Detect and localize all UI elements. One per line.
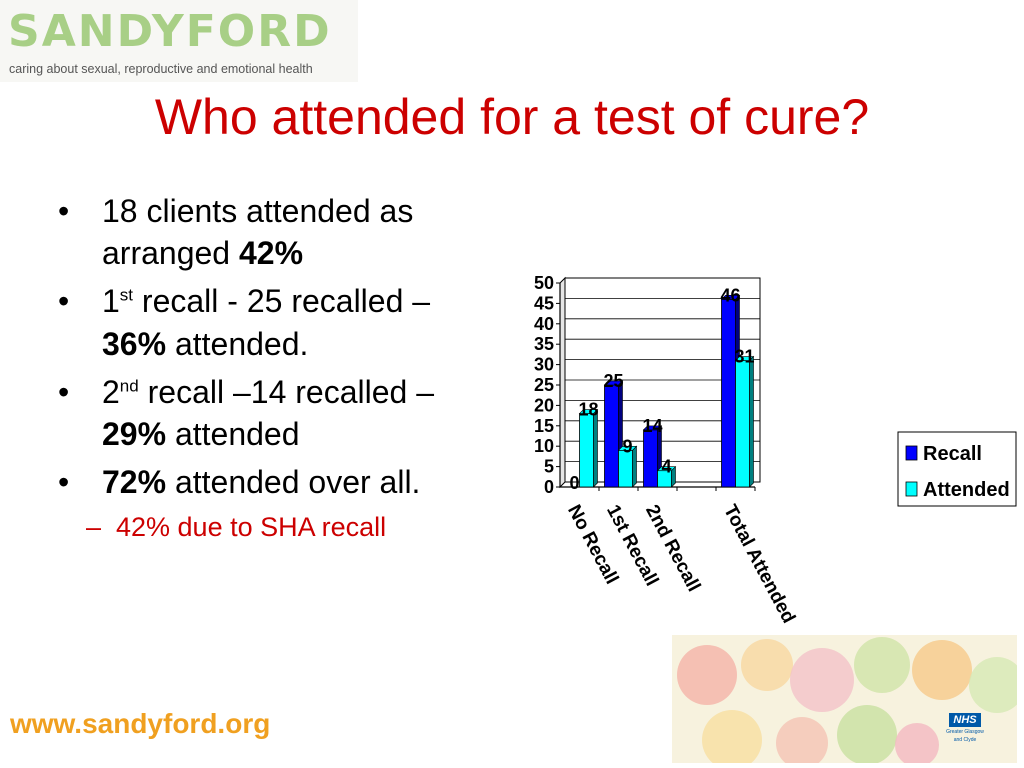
bullet-overall-text: attended over all.: [166, 464, 421, 501]
bullet-second-recall: 2nd recall –14 recalled – 29% attended: [58, 371, 498, 455]
y-tick-label: 10: [534, 436, 554, 456]
decorative-circles-banner: [672, 635, 1017, 763]
y-tick-label: 15: [534, 416, 554, 436]
y-tick-label: 25: [534, 375, 554, 395]
y-tick-label: 30: [534, 355, 554, 375]
bullet-second-recall-percent: 29%: [102, 416, 167, 453]
legend-label-recall: Recall: [923, 443, 982, 465]
bullet-second-recall-post: attended: [166, 416, 300, 453]
data-label-recall: 46: [720, 285, 740, 305]
bar-side-attended: [593, 408, 598, 488]
nhs-logo: NHS Greater Glasgow and Clyde: [940, 710, 990, 743]
bullet-arranged-percent: 42%: [238, 235, 304, 272]
data-label-attended: 31: [734, 347, 754, 367]
y-tick-label: 45: [534, 293, 554, 313]
bar-recall: [643, 429, 658, 488]
data-label-attended: 4: [661, 457, 671, 477]
data-label-recall: 14: [642, 416, 662, 436]
bullet-first-recall-post: attended.: [166, 325, 309, 362]
data-label-recall: 0: [569, 473, 579, 493]
nhs-line2: and Clyde: [953, 736, 977, 743]
bullet-first-recall-text: recall - 25 recalled –: [133, 283, 431, 320]
bullet-first-recall-sup: st: [119, 285, 134, 305]
footer-url-link[interactable]: www.sandyford.org: [10, 708, 271, 739]
nhs-line1: Greater Glasgow: [946, 729, 984, 735]
y-tick-label: 0: [544, 477, 554, 497]
bullet-first-recall: 1st recall - 25 recalled – 36% attended.: [58, 280, 498, 364]
bar-recall: [721, 298, 736, 488]
bullet-overall: 72% attended over all.: [58, 461, 498, 503]
bullet-first-recall-num: 1: [102, 283, 120, 320]
legend-swatch-attended: [905, 481, 918, 497]
legend-box: [897, 431, 1017, 507]
logo-wordmark: SANDYFORD: [8, 6, 332, 57]
sub-bullet-sha: 42% due to SHA recall: [58, 510, 498, 546]
y-tick-label: 50: [534, 273, 554, 293]
bar-attended: [579, 413, 594, 488]
data-label-attended: 18: [578, 400, 598, 420]
sandyford-logo: SANDYFORD caring about sexual, reproduct…: [0, 0, 358, 82]
bar-side-attended: [749, 355, 754, 488]
data-label-attended: 9: [622, 436, 632, 456]
bar-side-attended: [632, 445, 637, 488]
bar-recall: [604, 384, 619, 488]
y-tick-label: 35: [534, 334, 554, 354]
chart-side-wall: [559, 276, 566, 489]
data-label-recall: 25: [603, 371, 623, 391]
bullet-arranged: 18 clients attended as arranged 42%: [58, 190, 498, 274]
x-category-label: Total Attended: [719, 501, 799, 626]
circles-pattern: [677, 637, 1017, 763]
bullet-list: 18 clients attended as arranged 42% 1st …: [58, 190, 498, 551]
bar-side-attended: [671, 465, 676, 488]
logo-tagline: caring about sexual, reproductive and em…: [9, 62, 313, 76]
bullet-second-recall-sup: nd: [119, 376, 139, 396]
bullet-arranged-text: 18 clients attended as arranged: [102, 193, 414, 272]
legend-label-attended: Attended: [923, 479, 1010, 501]
bullet-overall-percent: 72%: [102, 464, 167, 501]
y-tick-label: 5: [544, 457, 554, 477]
y-tick-label: 20: [534, 395, 554, 415]
y-tick-label: 40: [534, 314, 554, 334]
legend-swatch-recall: [905, 445, 918, 461]
nhs-badge: NHS: [949, 713, 981, 727]
bar-attended: [735, 360, 750, 488]
bullet-first-recall-percent: 36%: [102, 325, 167, 362]
bullet-second-recall-text: recall –14 recalled –: [138, 373, 434, 410]
slide-title: Who attended for a test of cure?: [154, 89, 870, 145]
bullet-second-recall-num: 2: [102, 373, 120, 410]
